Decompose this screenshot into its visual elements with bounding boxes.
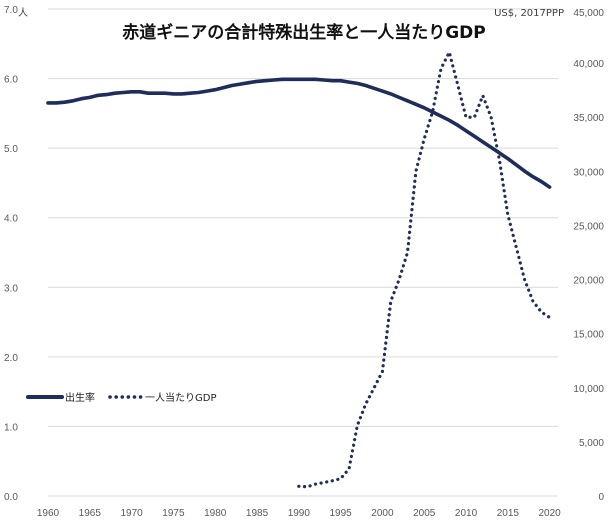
x-axis-ticks: 1960 1965 1970 1975 1980 1985 1990 1995 2000 2005… (37, 508, 561, 519)
legend-label-gdp: 一人当たりGDP (145, 391, 216, 404)
right-tick-label: 25,000 (573, 221, 604, 232)
left-tick-label: 5.0 (4, 144, 18, 155)
right-tick-label: 20,000 (573, 276, 604, 287)
x-tick-label: 1980 (204, 508, 227, 519)
x-tick-label: 2000 (371, 508, 394, 519)
grid (48, 8, 558, 497)
left-axis-ticks: 0.0 1.0 2.0 3.0 4.0 5.0 6.0 7.0 (4, 5, 18, 503)
left-tick-label: 0.0 (4, 492, 18, 503)
chart-title: 赤道ギニアの合計特殊出生率と一人当たりGDP (122, 22, 486, 43)
right-tick-label: 15,000 (573, 330, 604, 341)
right-tick-label: 10,000 (573, 384, 604, 395)
x-tick-label: 1970 (120, 508, 143, 519)
legend: 出生率 一人当たりGDP (26, 391, 216, 404)
series-gdp-line (297, 50, 552, 489)
left-tick-label: 6.0 (4, 75, 18, 86)
right-tick-label: 0 (598, 492, 604, 503)
x-tick-label: 2005 (413, 508, 436, 519)
left-tick-label: 3.0 (4, 283, 18, 294)
x-tick-label: 1965 (79, 508, 102, 519)
right-axis-ticks: 0 5,000 10,000 15,000 20,000 25,000 30,000 35,0… (573, 8, 604, 503)
x-tick-label: 1985 (246, 508, 269, 519)
x-tick-label: 1995 (329, 508, 352, 519)
x-tick-label: 2010 (455, 508, 478, 519)
left-axis-unit: 人 (18, 7, 28, 19)
right-tick-label: 35,000 (573, 113, 604, 124)
left-tick-label: 1.0 (4, 422, 18, 433)
right-tick-label: 30,000 (573, 167, 604, 178)
x-tick-label: 1975 (162, 508, 185, 519)
series-fertility-line (46, 77, 552, 189)
x-tick-label: 2015 (497, 508, 520, 519)
left-tick-label: 7.0 (4, 5, 18, 16)
x-tick-label: 1960 (37, 508, 60, 519)
legend-label-fertility: 出生率 (65, 391, 95, 404)
left-tick-label: 2.0 (4, 353, 18, 364)
x-tick-label: 1990 (288, 508, 311, 519)
right-tick-label: 40,000 (573, 59, 604, 70)
x-tick-label: 2020 (539, 508, 562, 519)
right-tick-label: 45,000 (573, 8, 604, 19)
right-axis-unit: US$, 2017PPP (494, 8, 564, 19)
series-layer (46, 50, 552, 489)
right-tick-label: 5,000 (579, 438, 604, 449)
left-tick-label: 4.0 (4, 214, 18, 225)
